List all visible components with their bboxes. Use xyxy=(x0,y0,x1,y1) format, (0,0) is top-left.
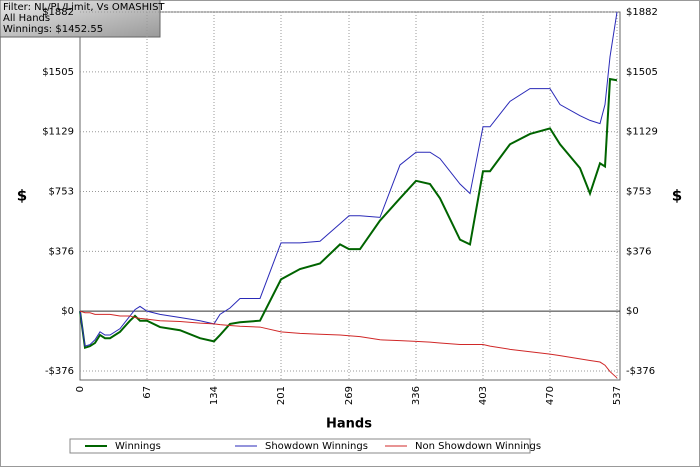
filter-text: Filter: NL/PL/Limit, Vs OMASHIST xyxy=(3,2,165,13)
y-tick-label: -$376 xyxy=(626,366,655,377)
y-axis-title: $ xyxy=(672,187,682,205)
filter-box xyxy=(0,0,161,38)
x-tick-label: 201 xyxy=(276,386,287,405)
y-tick-label: $0 xyxy=(61,306,74,317)
y-axis-title: $ xyxy=(17,187,27,205)
legend xyxy=(69,438,531,454)
x-tick-label: 470 xyxy=(545,386,556,405)
y-tick-label: -$376 xyxy=(45,366,74,377)
y-tick-label: $0 xyxy=(626,306,639,317)
y-tick-label: $376 xyxy=(49,246,74,257)
x-tick-label: 67 xyxy=(142,386,153,399)
y-tick-label: $1882 xyxy=(626,7,658,18)
legend-label: Showdown Winnings xyxy=(265,441,368,452)
y-tick-label: $1129 xyxy=(42,127,74,138)
plot-area xyxy=(79,11,621,381)
legend-label: Winnings xyxy=(115,441,161,452)
x-tick-label: 403 xyxy=(478,386,489,405)
x-tick-label: 537 xyxy=(612,386,623,405)
x-tick-label: 269 xyxy=(344,386,355,405)
filter-text: Winnings: $1452.55 xyxy=(3,24,103,35)
x-tick-label: 336 xyxy=(411,386,422,405)
legend-label: Non Showdown Winnings xyxy=(415,441,541,452)
y-tick-label: $1505 xyxy=(626,67,658,78)
series-line xyxy=(79,11,618,347)
filter-text: All Hands xyxy=(3,13,50,24)
y-tick-label: $753 xyxy=(626,186,651,197)
x-tick-label: 134 xyxy=(209,386,220,405)
y-tick-label: $753 xyxy=(49,186,74,197)
series-line xyxy=(79,310,618,379)
y-tick-label: $1505 xyxy=(42,67,74,78)
y-tick-label: $1129 xyxy=(626,127,658,138)
x-axis-title: Hands xyxy=(326,417,372,432)
y-tick-label: $1882 xyxy=(42,7,74,18)
x-tick-label: 0 xyxy=(75,386,86,392)
series-line xyxy=(79,77,618,350)
y-tick-label: $376 xyxy=(626,246,651,257)
